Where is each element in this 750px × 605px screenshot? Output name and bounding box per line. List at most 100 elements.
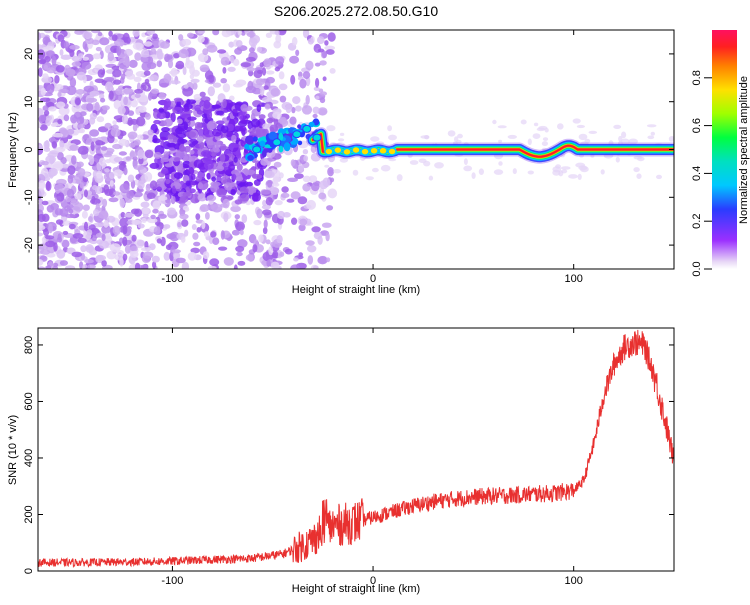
- noise-blob: [79, 128, 85, 134]
- noise-blob: [113, 169, 123, 177]
- noise-blob: [71, 251, 83, 258]
- noise-blob: [68, 223, 76, 230]
- noise-blob: [174, 182, 181, 189]
- noise-blob: [112, 120, 117, 125]
- noise-blob: [223, 182, 233, 191]
- noise-blob: [313, 86, 320, 91]
- noise-blob: [80, 245, 87, 253]
- noise-blob: [108, 188, 116, 198]
- noise-blob: [52, 265, 58, 269]
- noise-blob: [118, 130, 127, 137]
- noise-blob: [265, 70, 275, 75]
- noise-blob: [161, 127, 170, 132]
- signal-blob: [252, 136, 258, 142]
- noise-blob: [107, 51, 115, 62]
- noise-blob: [43, 64, 49, 70]
- noise-blob: [409, 160, 419, 165]
- noise-blob: [91, 195, 96, 204]
- noise-blob: [268, 246, 274, 256]
- noise-blob: [97, 69, 105, 78]
- snr-y-tick-label: 800: [23, 336, 35, 354]
- noise-blob: [82, 56, 90, 61]
- noise-blob: [388, 158, 397, 162]
- snr-panel: -100 0 100 0 200 400 600 800 Height of straight…: [7, 327, 675, 595]
- noise-blob: [256, 104, 262, 112]
- noise-blob: [76, 71, 86, 81]
- noise-blob: [370, 136, 380, 142]
- noise-blob: [135, 71, 146, 77]
- noise-blob: [532, 133, 541, 140]
- noise-blob: [173, 106, 182, 111]
- noise-blob: [180, 236, 186, 243]
- noise-blob: [478, 168, 484, 175]
- noise-blob: [326, 205, 334, 211]
- noise-blob: [307, 255, 314, 265]
- noise-blob: [497, 125, 507, 129]
- noise-blob: [40, 87, 46, 96]
- noise-blob: [163, 118, 173, 127]
- noise-blob: [54, 208, 64, 216]
- noise-blob: [290, 264, 300, 269]
- noise-blob: [183, 84, 189, 89]
- noise-blob: [512, 168, 517, 175]
- noise-blob: [115, 88, 123, 95]
- noise-blob: [117, 106, 126, 115]
- noise-blob: [71, 155, 77, 165]
- noise-blob: [65, 68, 76, 77]
- noise-blob: [100, 97, 106, 103]
- noise-blob: [317, 48, 325, 53]
- noise-blob: [59, 260, 68, 266]
- noise-blob: [222, 198, 230, 209]
- noise-blob: [463, 165, 473, 172]
- noise-blob: [227, 66, 236, 72]
- noise-blob: [241, 214, 248, 224]
- noise-blob: [305, 240, 315, 246]
- noise-blob: [600, 169, 605, 175]
- noise-blob: [493, 169, 504, 175]
- noise-blob: [232, 108, 238, 116]
- noise-blob: [123, 88, 134, 95]
- noise-blob: [170, 195, 176, 205]
- noise-blob: [98, 157, 106, 166]
- noise-blob: [191, 224, 197, 230]
- noise-blob: [130, 99, 138, 108]
- noise-blob: [219, 143, 227, 151]
- noise-blob: [56, 101, 66, 109]
- noise-blob: [146, 217, 158, 224]
- noise-blob: [134, 262, 141, 269]
- noise-blob: [177, 118, 183, 125]
- noise-blob: [51, 141, 57, 149]
- noise-blob: [46, 180, 51, 191]
- noise-blob: [270, 187, 280, 195]
- noise-blob: [324, 40, 329, 46]
- noise-blob: [207, 265, 217, 269]
- noise-blob: [103, 76, 115, 82]
- noise-blob: [82, 264, 88, 269]
- noise-blob: [187, 116, 197, 121]
- noise-blob: [263, 58, 272, 68]
- noise-blob: [119, 198, 126, 208]
- noise-blob: [172, 251, 181, 260]
- noise-blob: [299, 78, 307, 89]
- noise-blob: [60, 54, 72, 60]
- noise-blob: [152, 208, 159, 214]
- noise-blob: [156, 238, 162, 244]
- noise-blob: [308, 175, 318, 183]
- noise-blob: [133, 139, 141, 146]
- noise-blob: [292, 96, 301, 105]
- noise-blob: [102, 153, 112, 158]
- snr-series-line: [38, 329, 674, 569]
- noise-blob: [219, 153, 226, 163]
- noise-blob: [148, 92, 152, 101]
- noise-blob: [584, 138, 591, 144]
- noise-blob: [126, 190, 135, 199]
- noise-blob: [138, 157, 144, 165]
- noise-blob: [580, 166, 589, 173]
- noise-blob: [527, 138, 532, 146]
- signal-blob: [278, 132, 284, 141]
- noise-blob: [179, 213, 189, 220]
- noise-blob: [273, 161, 282, 168]
